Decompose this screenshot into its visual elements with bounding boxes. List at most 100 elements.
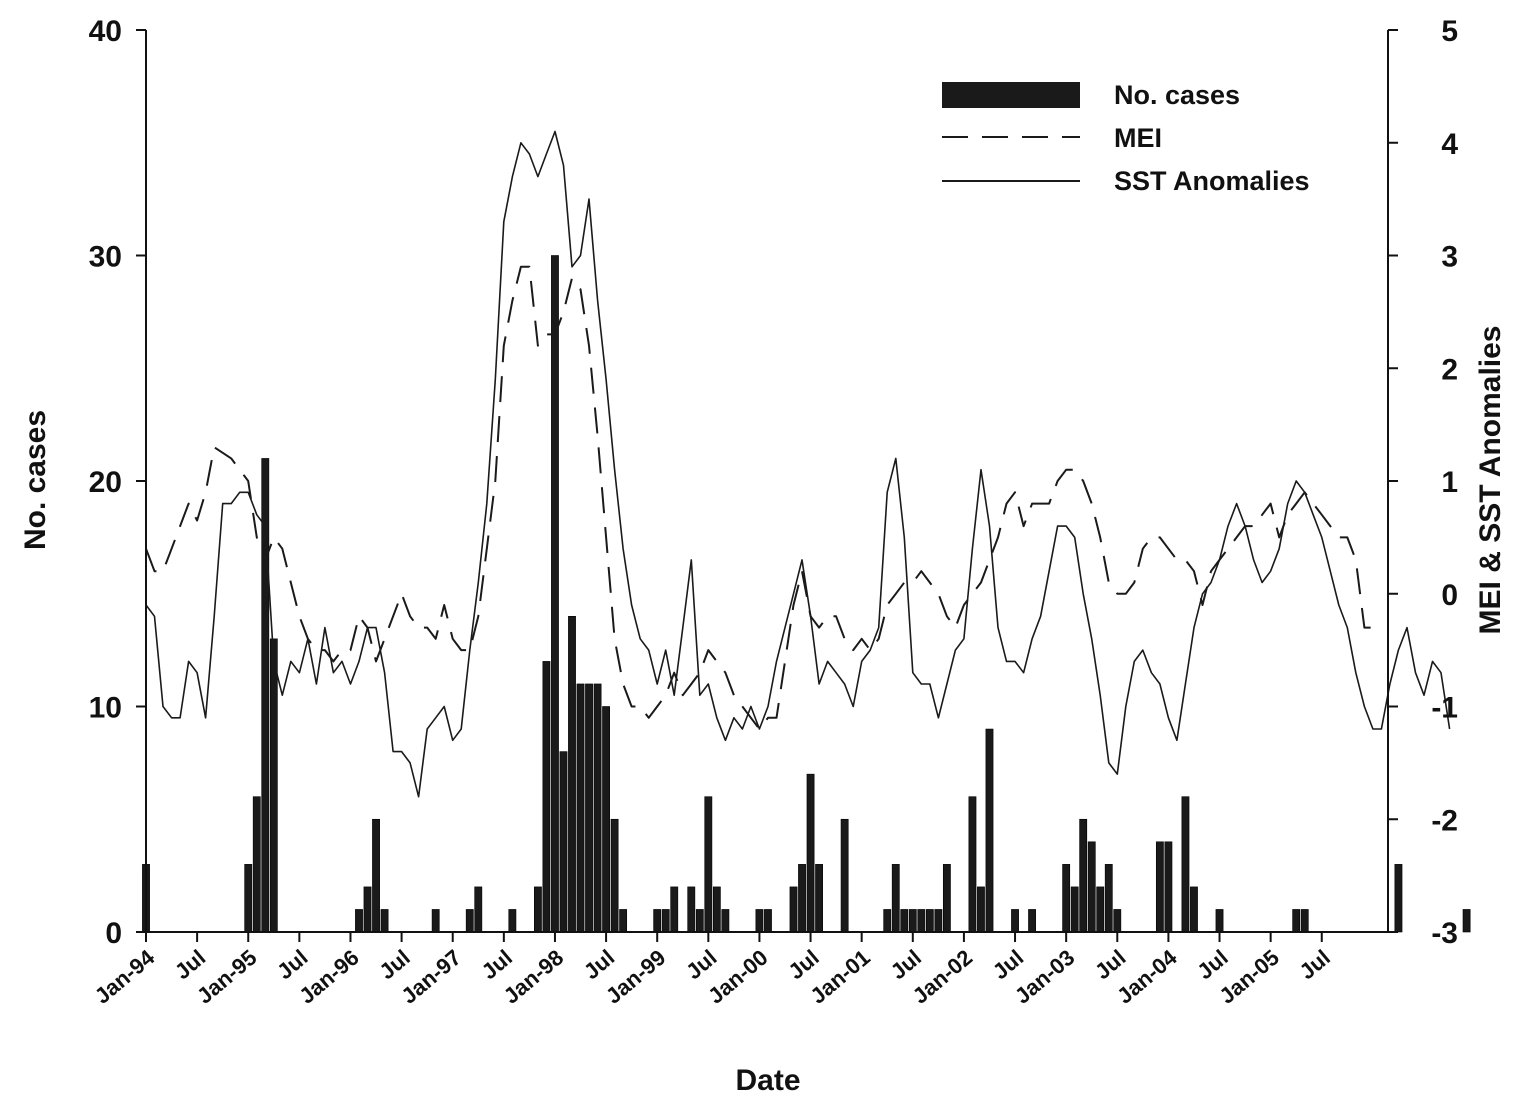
y-tick-label-right: -2: [1431, 804, 1458, 837]
bar-no-cases: [977, 886, 985, 933]
bar-no-cases: [917, 909, 926, 933]
bar-no-cases: [670, 886, 679, 933]
bar-no-cases: [363, 886, 372, 933]
legend-label-sst: SST Anomalies: [1114, 166, 1310, 196]
bar-no-cases: [1155, 841, 1164, 933]
bar-no-cases: [602, 706, 610, 933]
bar-no-cases: [1062, 864, 1071, 933]
bar-no-cases: [1011, 909, 1019, 933]
x-tick-label: Jan-99: [601, 945, 670, 1009]
bar-no-cases: [568, 615, 576, 933]
bar-no-cases: [252, 796, 261, 933]
bar-no-cases: [840, 818, 849, 933]
bar-no-cases: [1070, 886, 1079, 933]
bar-no-cases: [585, 683, 593, 933]
bar-no-cases: [985, 728, 994, 933]
y-tick-label-right: -1: [1431, 692, 1458, 725]
bar-no-cases: [942, 864, 951, 933]
x-tick-label: Jan-97: [396, 945, 465, 1009]
x-tick-label: Jan-96: [294, 945, 363, 1009]
bar-no-cases: [661, 909, 670, 933]
bar-no-cases: [593, 683, 602, 933]
bar-no-cases: [1215, 909, 1224, 933]
bar-no-cases: [1079, 818, 1088, 933]
bar-no-cases: [1104, 864, 1113, 933]
legend-swatch-no-cases: [942, 82, 1080, 108]
bar-no-cases: [1394, 864, 1403, 933]
bar-no-cases: [559, 751, 568, 933]
bar-no-cases: [704, 796, 713, 933]
y-tick-label-right: -3: [1431, 917, 1458, 950]
legend-label-mei: MEI: [1114, 123, 1162, 153]
bar-no-cases: [1028, 909, 1036, 933]
bar-no-cases: [380, 909, 389, 933]
bar-no-cases: [968, 796, 977, 933]
bar-no-cases: [551, 255, 559, 933]
bar-no-cases: [925, 909, 934, 933]
x-tick-label: Jan-05: [1214, 945, 1283, 1009]
y-tick-label-right: 0: [1441, 579, 1458, 612]
x-axis-title: Date: [735, 1064, 800, 1097]
bar-no-cases: [806, 773, 815, 933]
x-tick-label: Jan-98: [499, 945, 568, 1009]
bar-no-cases: [372, 818, 380, 933]
bar-series-no-cases: [142, 255, 1471, 933]
legend: No. cases MEI SST Anomalies: [942, 80, 1310, 196]
y-tick-label-left: 20: [89, 466, 122, 499]
bar-no-cases: [244, 864, 253, 933]
bar-no-cases: [1300, 909, 1309, 933]
y-axis-title-right: MEI & SST Anomalies: [1474, 326, 1507, 635]
bar-no-cases: [1181, 796, 1190, 933]
y-tick-label-right: 2: [1441, 353, 1458, 386]
y-tick-label-left: 30: [89, 241, 122, 274]
bar-no-cases: [542, 661, 551, 933]
bar-no-cases: [789, 886, 798, 933]
bar-no-cases: [755, 909, 764, 933]
y-tick-label-right: 4: [1441, 128, 1458, 161]
bar-no-cases: [798, 864, 806, 933]
x-tick-label: Jan-00: [703, 945, 772, 1009]
x-tick-label: Jan-03: [1010, 945, 1079, 1009]
line-series-group: [145, 130, 1451, 798]
y-tick-label-right: 1: [1441, 466, 1458, 499]
bar-no-cases: [1096, 886, 1105, 933]
x-tick-label: Jan-04: [1112, 944, 1182, 1008]
bar-no-cases: [695, 909, 704, 933]
bar-no-cases: [1462, 909, 1471, 933]
bar-no-cases: [721, 909, 730, 933]
y-tick-label-right: 3: [1441, 241, 1458, 274]
bar-no-cases: [1113, 909, 1122, 933]
bar-no-cases: [465, 909, 474, 933]
line-mei: [145, 265, 1373, 730]
x-tick-label: Jul: [1295, 945, 1335, 985]
bar-no-cases: [891, 864, 900, 933]
y-tick-label-left: 0: [105, 917, 122, 950]
bar-no-cases: [653, 909, 662, 933]
bar-no-cases: [1164, 841, 1173, 933]
x-tick-label: Jan-94: [90, 944, 160, 1008]
bar-no-cases: [619, 909, 628, 933]
y-tick-label-left: 10: [89, 692, 122, 725]
x-tick-label: Jan-95: [192, 945, 261, 1009]
bar-no-cases: [1087, 841, 1096, 933]
bar-no-cases: [712, 886, 721, 933]
bar-no-cases: [1190, 886, 1198, 933]
bar-no-cases: [355, 909, 363, 933]
x-tick-label: Jan-02: [908, 945, 977, 1009]
bar-no-cases: [508, 909, 517, 933]
bar-no-cases: [883, 909, 892, 933]
bar-no-cases: [474, 886, 483, 933]
bar-no-cases: [687, 886, 696, 933]
bar-no-cases: [900, 909, 909, 933]
y-axis-title-left: No. cases: [19, 410, 52, 550]
bar-no-cases: [908, 909, 917, 933]
bar-no-cases: [764, 909, 772, 933]
y-tick-label-left: 40: [89, 15, 122, 48]
legend-label-no-cases: No. cases: [1114, 80, 1240, 110]
line-sst-anomalies: [145, 130, 1451, 798]
bar-no-cases: [269, 638, 278, 933]
y-tick-label-right: 5: [1441, 15, 1458, 48]
bar-no-cases: [1292, 909, 1301, 933]
